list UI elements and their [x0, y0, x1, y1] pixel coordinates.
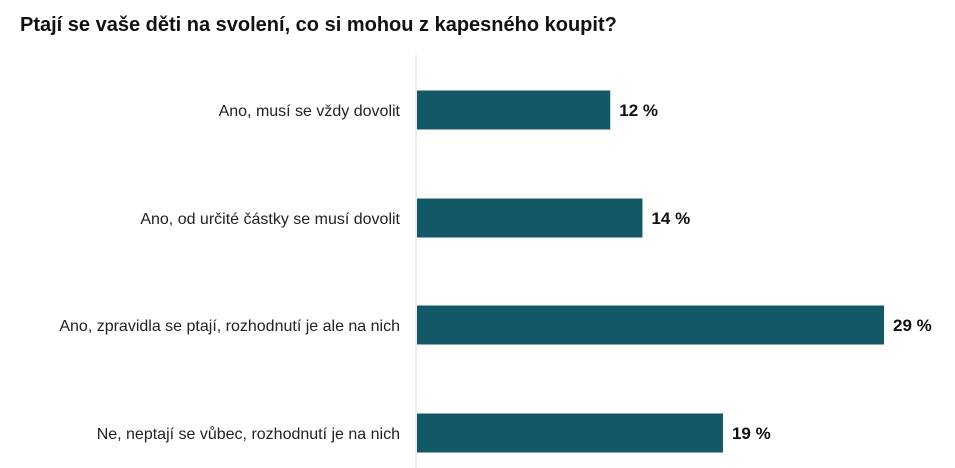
- category-label-2: Ano, od určité částky se musí dovolit: [140, 211, 400, 228]
- category-label-4: Ne, neptají se vůbec, rozhodnutí je na n…: [97, 425, 400, 443]
- value-label-4: 19 %: [732, 424, 771, 443]
- value-label-2: 14 %: [651, 209, 690, 228]
- bar-3: [417, 305, 884, 345]
- chart-title: Ptají se vaše děti na svolení, co si moh…: [20, 14, 617, 36]
- bar-4: [417, 413, 723, 453]
- bar-1: [417, 90, 611, 130]
- bar-2: [417, 198, 643, 238]
- bars: Ano, musí se vždy dovolit 12 % Ano, od urč…: [59, 90, 932, 453]
- category-label-1: Ano, musí se vždy dovolit: [219, 103, 401, 120]
- category-label-3: Ano, zpravidla se ptají, rozhodnutí je a…: [59, 318, 400, 335]
- value-label-1: 12 %: [619, 101, 658, 120]
- value-label-3: 29 %: [893, 316, 932, 335]
